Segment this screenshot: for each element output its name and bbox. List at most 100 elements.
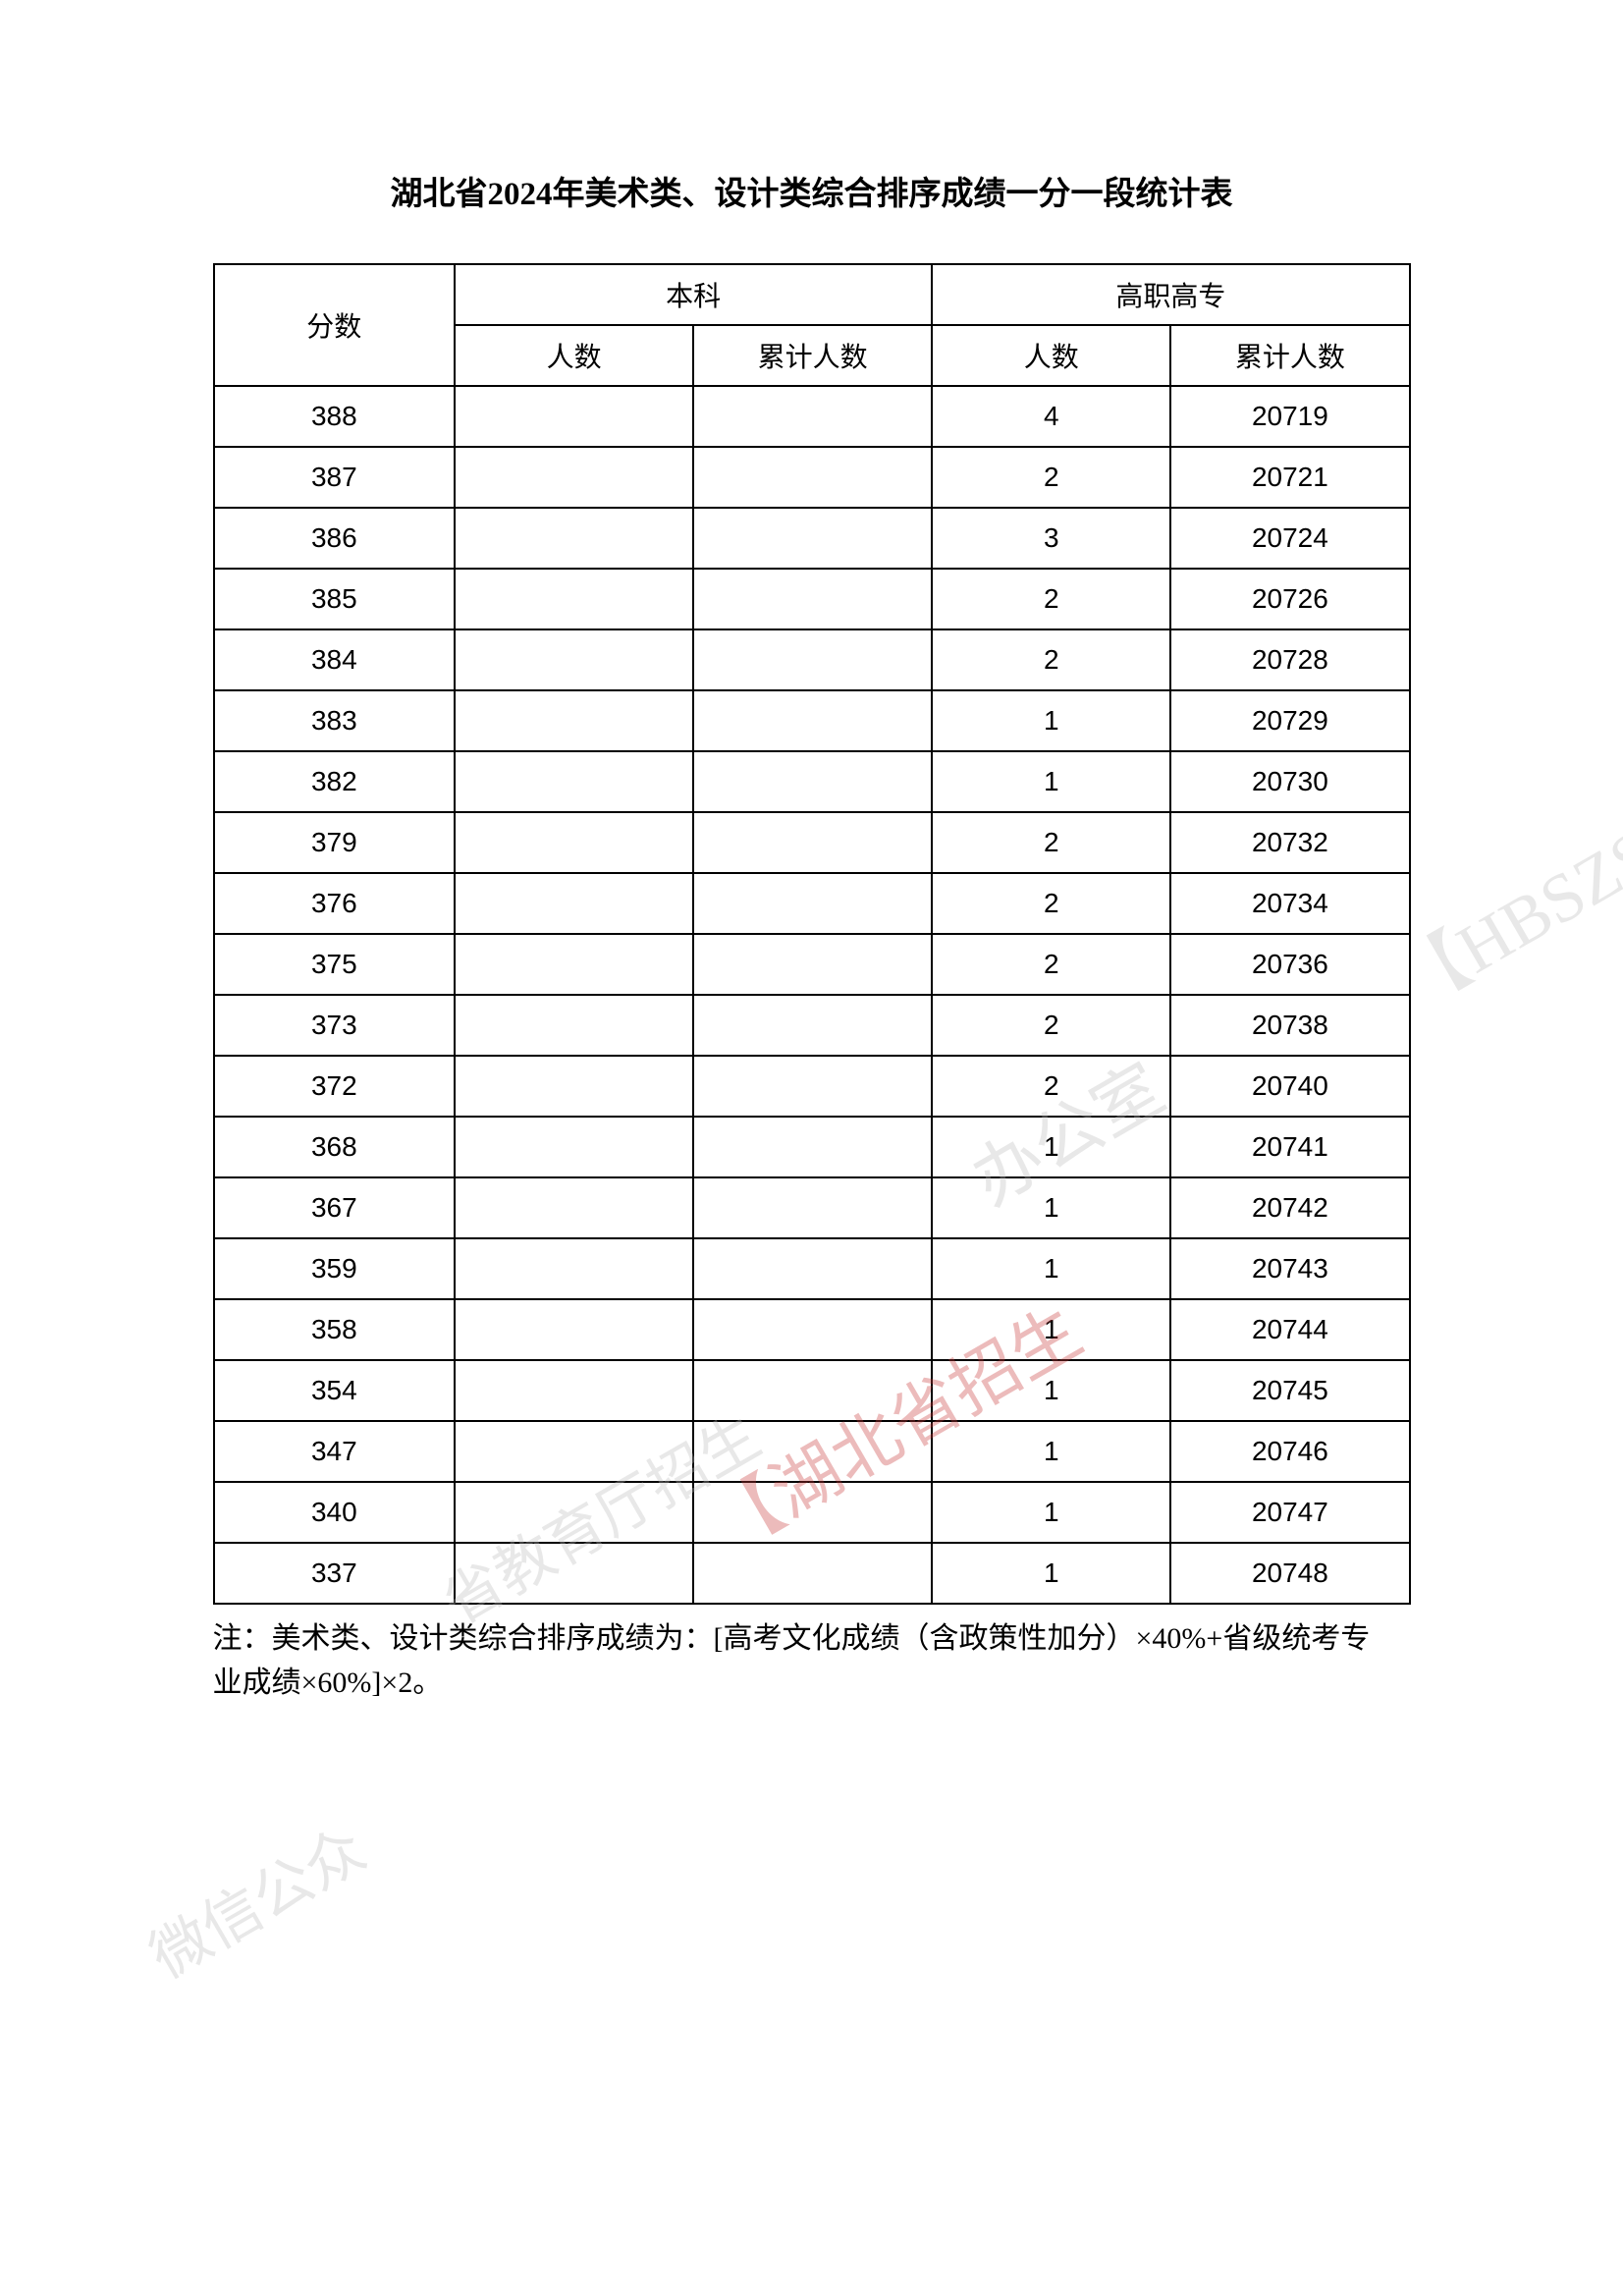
table-cell-bk_cum [693,386,932,447]
table-cell-bk_cum [693,1360,932,1421]
table-cell-score: 382 [214,751,456,812]
table-cell-score: 354 [214,1360,456,1421]
table-row: 379220732 [214,812,1410,873]
table-cell-bk_count [455,1421,693,1482]
table-cell-bk_count [455,447,693,508]
table-row: 340120747 [214,1482,1410,1543]
table-cell-bk_cum [693,751,932,812]
table-cell-gz_cum: 20741 [1170,1117,1409,1177]
table-cell-bk_count [455,1177,693,1238]
table-row: 354120745 [214,1360,1410,1421]
table-cell-score: 384 [214,629,456,690]
table-cell-gz_count: 2 [932,873,1170,934]
table-row: 384220728 [214,629,1410,690]
table-cell-bk_count [455,995,693,1056]
table-cell-score: 383 [214,690,456,751]
table-cell-score: 375 [214,934,456,995]
table-cell-score: 367 [214,1177,456,1238]
table-cell-gz_count: 1 [932,1360,1170,1421]
table-cell-bk_count [455,873,693,934]
table-cell-gz_count: 2 [932,995,1170,1056]
table-cell-gz_count: 1 [932,690,1170,751]
table-cell-gz_cum: 20740 [1170,1056,1409,1117]
table-cell-gz_cum: 20721 [1170,447,1409,508]
table-cell-bk_cum [693,629,932,690]
header-bk-count: 人数 [455,325,693,386]
table-cell-bk_count [455,1299,693,1360]
table-cell-bk_cum [693,569,932,629]
table-cell-score: 373 [214,995,456,1056]
table-cell-bk_count [455,629,693,690]
table-row: 386320724 [214,508,1410,569]
header-score: 分数 [214,264,456,386]
table-cell-bk_count [455,1117,693,1177]
table-cell-gz_cum: 20743 [1170,1238,1409,1299]
table-cell-gz_count: 1 [932,1299,1170,1360]
table-cell-score: 386 [214,508,456,569]
table-cell-gz_cum: 20748 [1170,1543,1409,1604]
table-cell-bk_count [455,751,693,812]
document-container: 湖北省2024年美术类、设计类综合排序成绩一分一段统计表 分数 本科 高职高专 … [213,167,1411,1705]
table-cell-gz_cum: 20742 [1170,1177,1409,1238]
table-cell-bk_count [455,1543,693,1604]
table-row: 388420719 [214,386,1410,447]
table-cell-gz_cum: 20728 [1170,629,1409,690]
page-title: 湖北省2024年美术类、设计类综合排序成绩一分一段统计表 [213,167,1411,214]
table-cell-bk_cum [693,995,932,1056]
table-row: 367120742 [214,1177,1410,1238]
table-row: 387220721 [214,447,1410,508]
table-row: 382120730 [214,751,1410,812]
table-cell-score: 368 [214,1117,456,1177]
header-gz-cumulative: 累计人数 [1170,325,1409,386]
table-cell-bk_count [455,569,693,629]
table-cell-bk_count [455,1360,693,1421]
table-cell-bk_count [455,934,693,995]
table-cell-bk_cum [693,873,932,934]
table-cell-gz_count: 2 [932,1056,1170,1117]
table-cell-gz_cum: 20738 [1170,995,1409,1056]
table-cell-bk_count [455,690,693,751]
table-cell-gz_cum: 20746 [1170,1421,1409,1482]
table-cell-gz_count: 1 [932,1543,1170,1604]
watermark-text: 微信公众 [132,1803,378,1995]
note-text: 注：美术类、设计类综合排序成绩为：[高考文化成绩（含政策性加分）×40%+省级统… [213,1616,1372,1705]
table-cell-bk_count [455,1482,693,1543]
table-cell-score: 372 [214,1056,456,1117]
table-cell-bk_count [455,386,693,447]
table-cell-gz_count: 4 [932,386,1170,447]
table-cell-bk_cum [693,934,932,995]
table-cell-bk_count [455,508,693,569]
table-cell-score: 387 [214,447,456,508]
header-gz-count: 人数 [932,325,1170,386]
table-cell-gz_count: 1 [932,1238,1170,1299]
table-header-row-1: 分数 本科 高职高专 [214,264,1410,325]
table-cell-score: 340 [214,1482,456,1543]
table-cell-gz_cum: 20732 [1170,812,1409,873]
table-row: 359 120743 [214,1238,1410,1299]
table-cell-bk_cum [693,1177,932,1238]
table-cell-gz_count: 1 [932,1421,1170,1482]
table-cell-score: 347 [214,1421,456,1482]
table-cell-gz_count: 2 [932,812,1170,873]
table-row: 368 120741 [214,1117,1410,1177]
table-cell-gz_cum: 20734 [1170,873,1409,934]
table-row: 347 120746 [214,1421,1410,1482]
score-table: 分数 本科 高职高专 人数 累计人数 人数 累计人数 3884207193872… [213,263,1411,1605]
table-cell-score: 376 [214,873,456,934]
table-cell-gz_cum: 20729 [1170,690,1409,751]
table-cell-score: 388 [214,386,456,447]
table-cell-bk_cum [693,508,932,569]
table-row: 383 120729 [214,690,1410,751]
table-cell-gz_count: 2 [932,934,1170,995]
table-cell-gz_count: 2 [932,569,1170,629]
table-cell-bk_cum [693,447,932,508]
table-cell-bk_cum [693,1421,932,1482]
watermark-text: 【HBSZSB】 [1377,742,1623,1027]
table-cell-gz_count: 1 [932,1117,1170,1177]
table-cell-gz_cum: 20747 [1170,1482,1409,1543]
table-cell-gz_count: 3 [932,508,1170,569]
table-cell-bk_cum [693,1543,932,1604]
table-cell-gz_count: 1 [932,751,1170,812]
table-cell-bk_cum [693,1299,932,1360]
table-cell-score: 359 [214,1238,456,1299]
